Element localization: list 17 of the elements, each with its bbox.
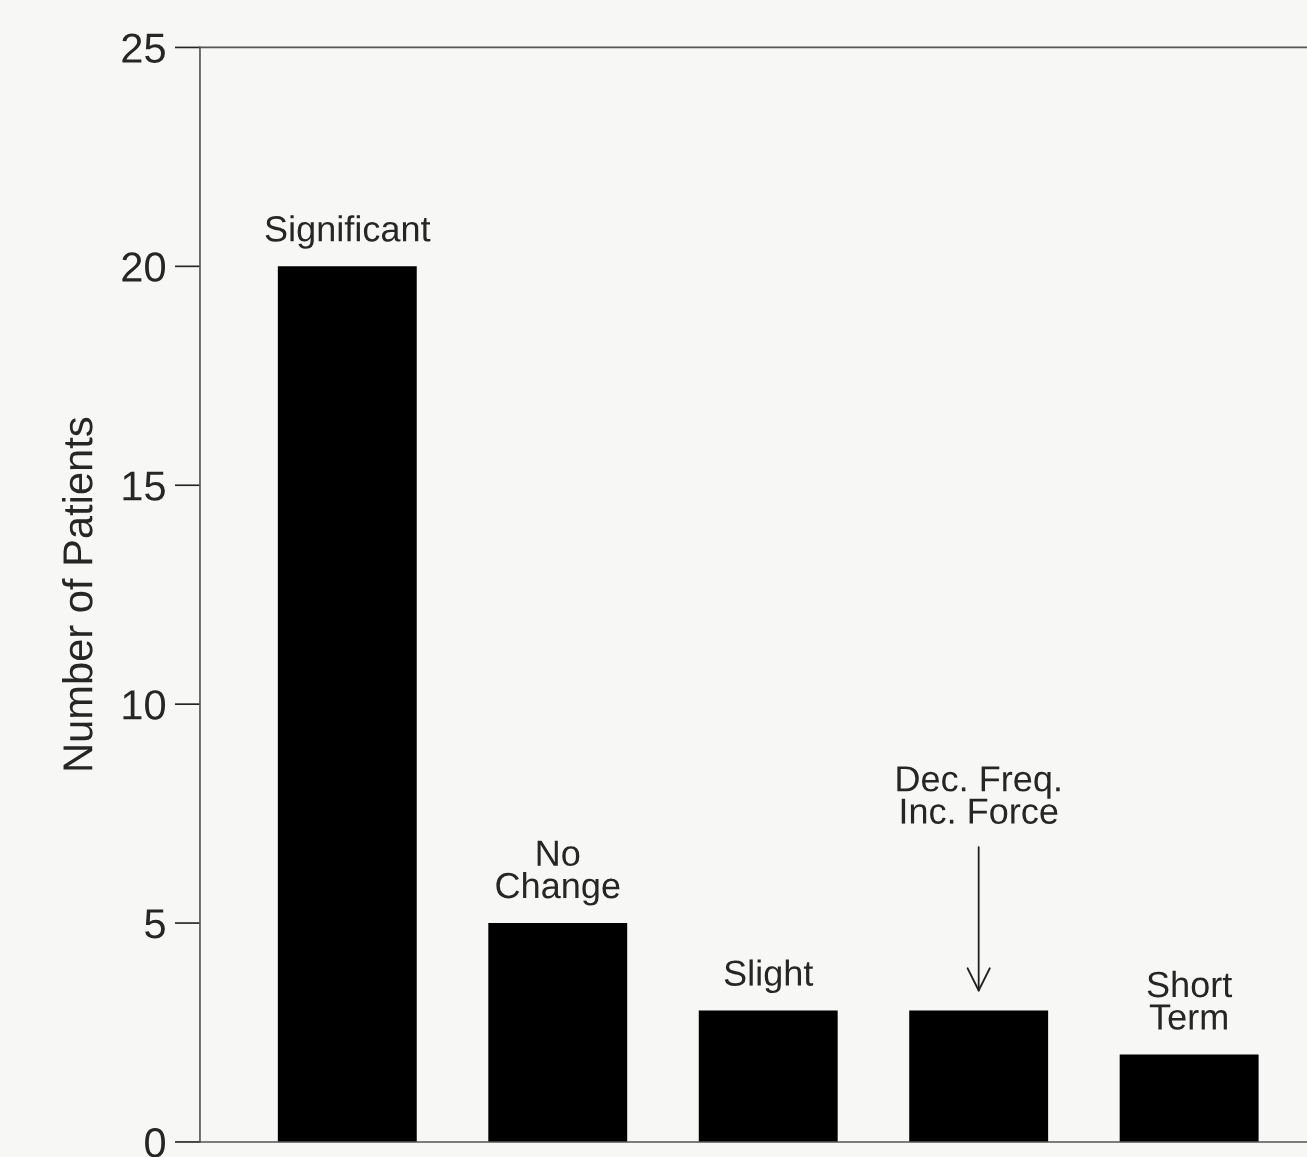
bar xyxy=(698,1010,838,1142)
y-tick-label: 10 xyxy=(123,690,166,720)
bar xyxy=(488,923,628,1142)
y-tick-label: 5 xyxy=(145,909,165,939)
y-tick-label: 25 xyxy=(122,33,165,63)
bar xyxy=(909,1010,1049,1142)
bar xyxy=(1119,1054,1259,1142)
x-tick-label: Slight xyxy=(724,959,814,994)
x-tick-label: Significant xyxy=(265,215,431,249)
x-tick-label: Short Term xyxy=(1147,970,1233,1030)
x-tick-label: Dec. Freq. Inc. Force xyxy=(897,766,1060,824)
y-tick-label: 0 xyxy=(145,1127,166,1157)
y-tick-label: 20 xyxy=(122,252,166,282)
x-tick-label: No Change xyxy=(496,840,620,906)
y-axis-title: Number of Patients xyxy=(62,417,93,770)
y-tick-label: 15 xyxy=(123,471,165,501)
bar xyxy=(277,266,417,1142)
